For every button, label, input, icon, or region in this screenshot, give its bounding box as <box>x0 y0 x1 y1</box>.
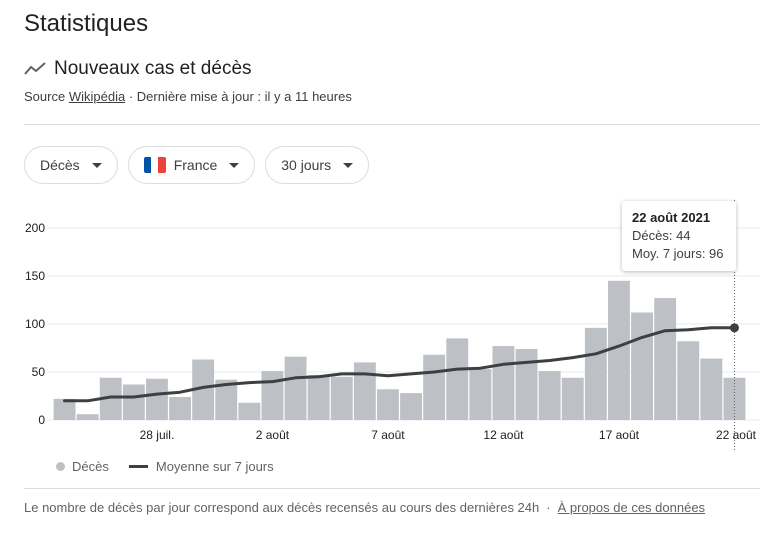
about-data-link[interactable]: À propos de ces données <box>557 500 706 515</box>
y-tick-label: 0 <box>38 413 45 427</box>
y-tick-label: 150 <box>25 269 45 283</box>
footer-note: Le nombre de décès par jour correspond a… <box>24 500 705 515</box>
flag-stripe-red <box>158 157 166 173</box>
bar <box>169 396 191 420</box>
bar <box>423 354 446 420</box>
period-dropdown[interactable]: 30 jours <box>265 146 370 184</box>
bar <box>584 327 607 420</box>
caret-down-icon <box>343 162 354 168</box>
filter-bar: Décès France 30 jours <box>24 146 370 184</box>
metric-dropdown-label: Décès <box>40 157 80 173</box>
bar <box>284 356 307 420</box>
average-point <box>729 323 739 333</box>
average-line <box>63 326 736 403</box>
bar <box>307 374 330 420</box>
source-prefix: Source <box>24 89 66 104</box>
y-tick-label: 50 <box>32 365 46 379</box>
period-dropdown-label: 30 jours <box>281 157 332 173</box>
legend-bars-label: Décès <box>72 459 109 474</box>
bar <box>677 341 700 420</box>
x-tick-label: 12 août <box>483 428 524 442</box>
bar <box>469 369 492 420</box>
source-line: Source Wikipédia · Dernière mise à jour … <box>24 89 352 104</box>
legend-line-swatch <box>128 465 148 468</box>
page-title: Statistiques <box>24 10 149 37</box>
section-header: Nouveaux cas et décès <box>24 58 252 80</box>
bar <box>261 371 284 420</box>
footer-text: Le nombre de décès par jour correspond a… <box>24 500 540 515</box>
bar <box>330 376 353 420</box>
metric-dropdown[interactable]: Décès <box>24 146 118 184</box>
y-tick-label: 200 <box>25 221 45 235</box>
bar <box>400 393 422 420</box>
bar <box>353 362 376 420</box>
bar <box>192 359 215 420</box>
flag-stripe-blue <box>143 157 152 173</box>
legend-line-label: Moyenne sur 7 jours <box>155 459 274 474</box>
bar <box>538 371 561 420</box>
header-divider <box>24 124 760 125</box>
bar <box>631 312 653 420</box>
bar <box>76 414 99 420</box>
x-tick-label: 17 août <box>599 428 640 442</box>
caret-down-icon <box>229 162 240 168</box>
footer-divider <box>24 488 760 489</box>
trending-icon <box>24 62 46 75</box>
legend-bar-swatch <box>56 462 65 471</box>
source-link[interactable]: Wikipédia <box>68 89 126 104</box>
bar <box>99 377 122 420</box>
x-tick-label: 22 août <box>716 428 757 442</box>
x-tick-label: 7 août <box>371 428 405 442</box>
bar <box>238 402 261 420</box>
bar <box>53 398 76 420</box>
bar <box>700 358 723 420</box>
bar <box>561 377 584 420</box>
bar <box>515 348 538 420</box>
y-tick-label: 100 <box>25 317 45 331</box>
footer-separator: · <box>546 500 551 515</box>
bar <box>377 389 399 420</box>
bar <box>122 384 145 420</box>
chart-legend: Décès Moyenne sur 7 jours <box>56 459 274 474</box>
chart-tooltip: 22 août 2021 Décès: 44 Moy. 7 jours: 96 <box>622 201 736 271</box>
bar <box>492 346 515 420</box>
x-tick-label: 2 août <box>256 428 290 442</box>
tooltip-average: Moy. 7 jours: 96 <box>632 246 724 261</box>
country-dropdown[interactable]: France <box>127 146 256 184</box>
section-title: Nouveaux cas et décès <box>54 58 252 79</box>
france-flag-icon <box>143 157 166 173</box>
tooltip-date: 22 août 2021 <box>632 210 711 225</box>
deaths-chart[interactable]: 0 50 100 150 200 28 juil. 2 août 7 août 12 août 1… <box>0 200 784 460</box>
bar <box>608 280 630 420</box>
bar <box>146 378 168 420</box>
flag-stripe-white <box>151 157 159 173</box>
tooltip-deaths: Décès: 44 <box>632 228 691 243</box>
update-text: · Dernière mise à jour : il y a 11 heure… <box>128 89 352 104</box>
bar <box>215 379 238 420</box>
country-dropdown-label: France <box>173 157 218 173</box>
bar <box>446 338 469 420</box>
caret-down-icon <box>91 162 102 168</box>
x-tick-label: 28 juil. <box>140 428 175 442</box>
bar <box>654 298 677 420</box>
